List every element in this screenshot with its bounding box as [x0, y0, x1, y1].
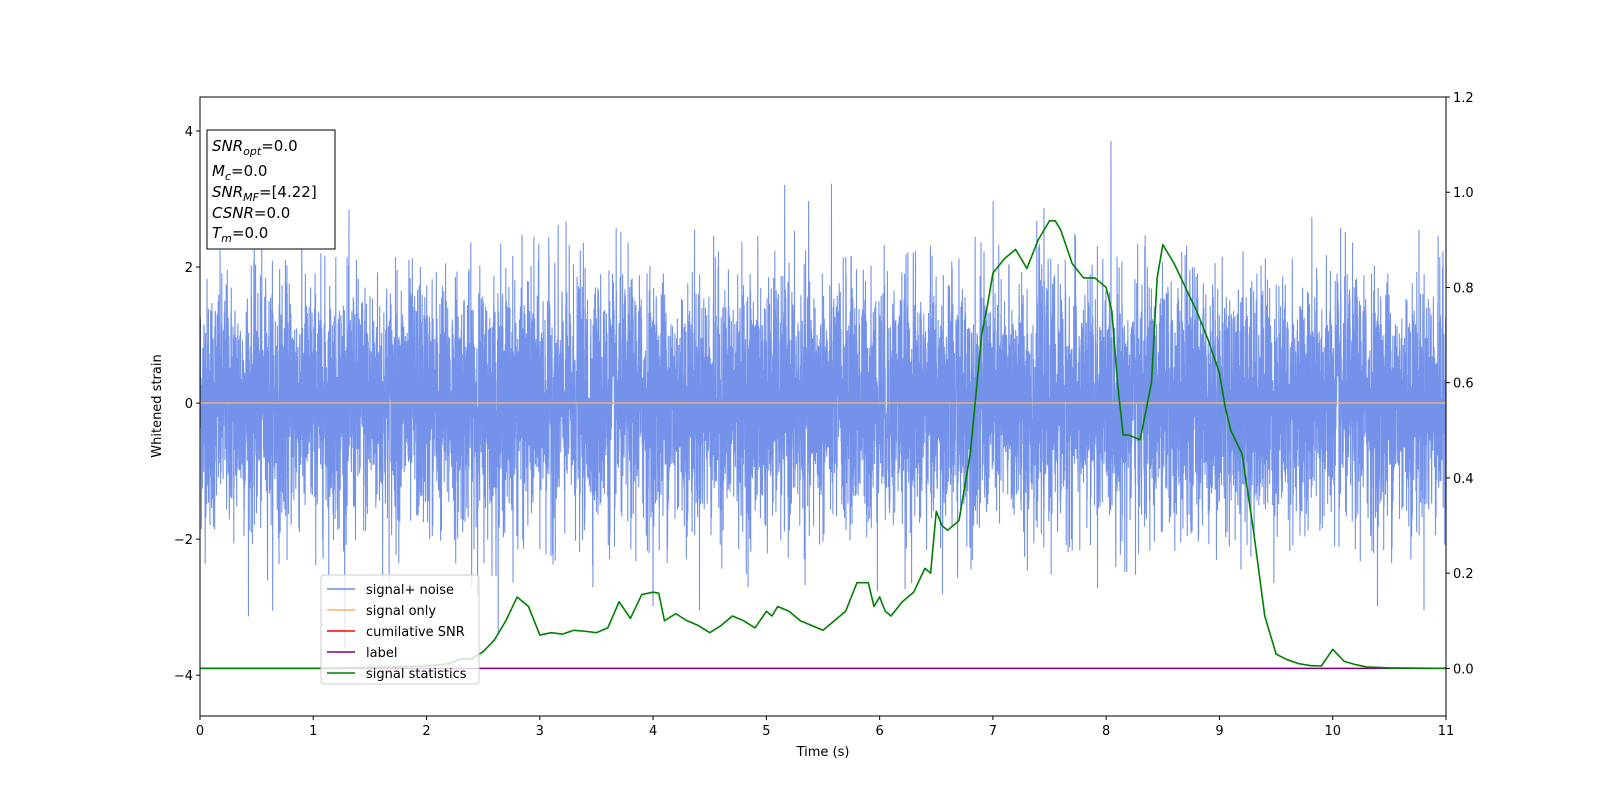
y-tick-label-left: 0 — [185, 397, 193, 412]
series-signal-plus-noise — [200, 140, 1446, 650]
y-tick-label-right: 0.6 — [1453, 377, 1474, 392]
x-tick-label: 10 — [1324, 724, 1341, 739]
x-tick-label: 8 — [1102, 724, 1110, 739]
x-axis: 0 1 2 3 4 5 6 7 8 9 10 11 — [196, 716, 1454, 739]
x-tick-label: 2 — [422, 724, 430, 739]
y-tick-label-right: 0.8 — [1453, 281, 1474, 296]
signal-statistics-line — [200, 220, 1446, 670]
legend-frame — [320, 574, 480, 685]
y-tick-label-left: −4 — [174, 669, 193, 684]
y-tick-label-left: 2 — [185, 261, 193, 276]
y-tick-label-left: 4 — [185, 125, 193, 140]
y-tick-label-right: 1.2 — [1453, 91, 1474, 106]
y-tick-label-right: 1.0 — [1453, 186, 1474, 201]
y-tick-label-left: −2 — [174, 533, 193, 548]
x-tick-label: 11 — [1438, 724, 1455, 739]
x-tick-label: 9 — [1215, 724, 1223, 739]
legend: signal+ noise signal only cumilative SNR la… — [320, 574, 480, 685]
y-tick-label-right: 0.4 — [1453, 472, 1474, 487]
plot-frame — [199, 96, 1447, 717]
x-axis-label: Time (s) — [796, 745, 850, 760]
annotation-line: Tm=0.0 — [212, 224, 268, 245]
x-tick-label: 0 — [196, 724, 204, 739]
annotation-box-frame — [206, 129, 336, 250]
x-tick-label: 7 — [989, 724, 997, 739]
y-axis-left: −4 −2 0 2 4 — [174, 125, 200, 684]
y-axis-right: 0.0 0.2 0.4 0.6 0.8 1.0 1.2 — [1446, 91, 1474, 677]
legend-label: label — [366, 646, 397, 661]
annotation-line: CSNR=0.0 — [212, 204, 290, 222]
annotation-line: SNRMF=[4.22] — [212, 183, 317, 204]
legend-label: signal statistics — [366, 667, 467, 682]
legend-label: signal+ noise — [366, 583, 454, 598]
x-tick-label: 6 — [875, 724, 883, 739]
x-tick-label: 4 — [649, 724, 657, 739]
annotation-line: SNRopt=0.0 — [212, 137, 298, 158]
x-tick-label: 5 — [762, 724, 770, 739]
legend-label: signal only — [366, 604, 436, 619]
y-axis-label: Whitened strain — [150, 354, 165, 457]
annotation-line: Mc=0.0 — [212, 162, 267, 183]
legend-label: cumilative SNR — [366, 625, 465, 640]
signal-plus-noise-line — [200, 140, 1446, 650]
x-tick-label: 3 — [536, 724, 544, 739]
x-tick-label: 1 — [309, 724, 317, 739]
y-tick-label-right: 0.0 — [1453, 662, 1474, 677]
y-tick-label-right: 0.2 — [1453, 567, 1474, 582]
